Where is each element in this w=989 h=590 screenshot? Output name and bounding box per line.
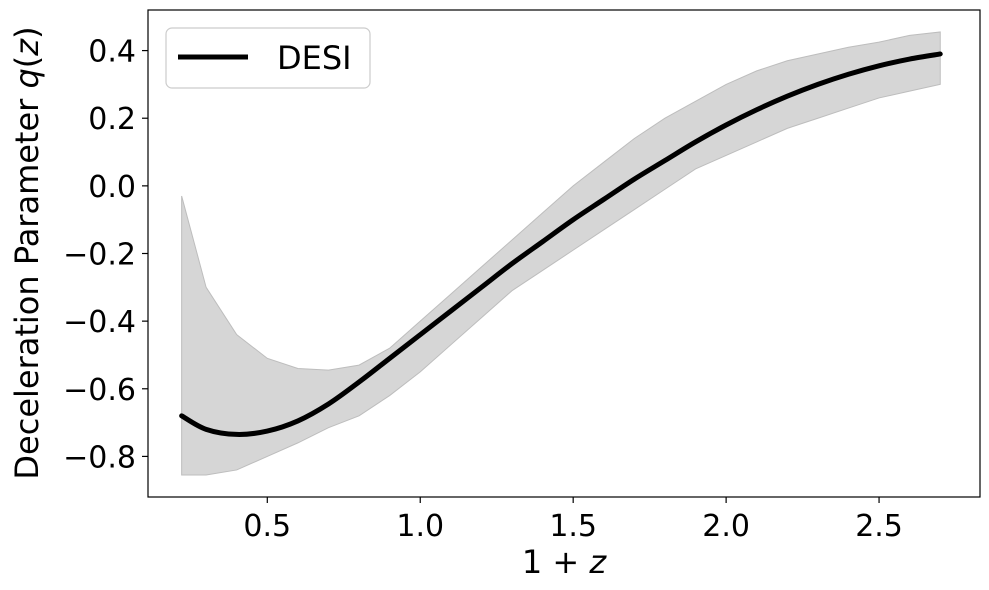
series-line-desi [179, 51, 943, 437]
x-tick-label: 2.0 [702, 509, 750, 544]
y-tick-label: 0.0 [88, 170, 136, 205]
y-tick-label: −0.6 [63, 373, 136, 408]
x-tick-label: 1.0 [396, 509, 444, 544]
y-tick-label: −0.8 [63, 440, 136, 475]
plot-area [179, 31, 943, 476]
axes: 0.5 1.0 1.5 2.0 2.5 −0.8 −0.6 −0.4 −0.2 0.0 0.2 0.4 [63, 35, 903, 544]
legend-box [165, 27, 371, 89]
legend: DESI [165, 27, 371, 89]
x-tick-label: 2.5 [855, 509, 903, 544]
y-tick-label: 0.2 [88, 102, 136, 137]
confidence-band [181, 31, 941, 476]
y-tick-label: 0.4 [88, 35, 136, 70]
y-axis-label: Deceleration Parameter q(z) [8, 26, 46, 479]
x-tick-label: 0.5 [243, 509, 291, 544]
x-axis-label: 1 + z [522, 543, 608, 581]
legend-label-desi: DESI [277, 39, 352, 77]
y-tick-label: −0.2 [63, 238, 136, 273]
y-tick-label: −0.4 [63, 305, 136, 340]
x-tick-label: 1.5 [549, 509, 597, 544]
